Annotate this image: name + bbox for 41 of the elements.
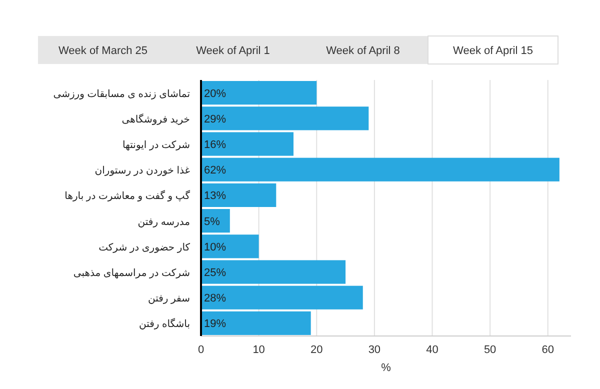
data-label: 10% (204, 241, 226, 254)
data-label: 19% (204, 318, 226, 330)
data-label: 28% (204, 292, 226, 305)
data-label: 16% (204, 139, 226, 151)
y-tick-label: سفر رفتن (148, 294, 190, 305)
text: Week of March 25 (58, 45, 148, 57)
bar (201, 132, 294, 156)
data-label: 20% (204, 88, 226, 100)
bar (201, 158, 560, 182)
x-tick-label: 0 (198, 344, 204, 356)
x-tick-label: 40 (426, 344, 438, 356)
x-tick-label: 20 (310, 344, 323, 356)
bar (201, 106, 369, 130)
text: Week of April 1 (196, 45, 270, 57)
bar (201, 183, 276, 207)
y-tick-label: باشگاه رفتن (138, 318, 190, 330)
y-tick-label: غذا خوردن در رستوران (94, 166, 190, 177)
text: Week of April 8 (326, 45, 400, 57)
data-label: 13% (204, 190, 226, 202)
bar (201, 81, 317, 105)
x-tick-label: 30 (368, 344, 381, 356)
y-tick-label: کار حضوری در شرکت (98, 242, 190, 254)
bar (201, 260, 346, 284)
bar (201, 311, 311, 335)
x-tick-label: 10 (252, 344, 265, 356)
data-label: 62% (204, 164, 226, 177)
y-tick-label: تماشای زنده ی مسابقات ورزشی (53, 88, 190, 100)
x-axis-title: % (381, 362, 392, 374)
data-label: 29% (204, 113, 226, 126)
data-label: 5% (204, 216, 220, 228)
data-label: 25% (204, 267, 226, 279)
text: Week of April 15 (453, 45, 533, 57)
y-tick-label: شرکت در ایونتها (122, 140, 190, 151)
y-tick-label: خرید فروشگاهی (122, 113, 190, 126)
y-tick-label: مدرسه رفتن (138, 216, 190, 228)
bar (201, 286, 363, 310)
bar (201, 234, 259, 258)
x-tick-label: 50 (484, 344, 496, 356)
y-tick-label: شرکت در مراسمهای مذهبی (73, 268, 190, 279)
x-tick-label: 60 (542, 344, 554, 356)
y-tick-label: گپ و گفت و معاشرت در بارها (64, 190, 190, 202)
